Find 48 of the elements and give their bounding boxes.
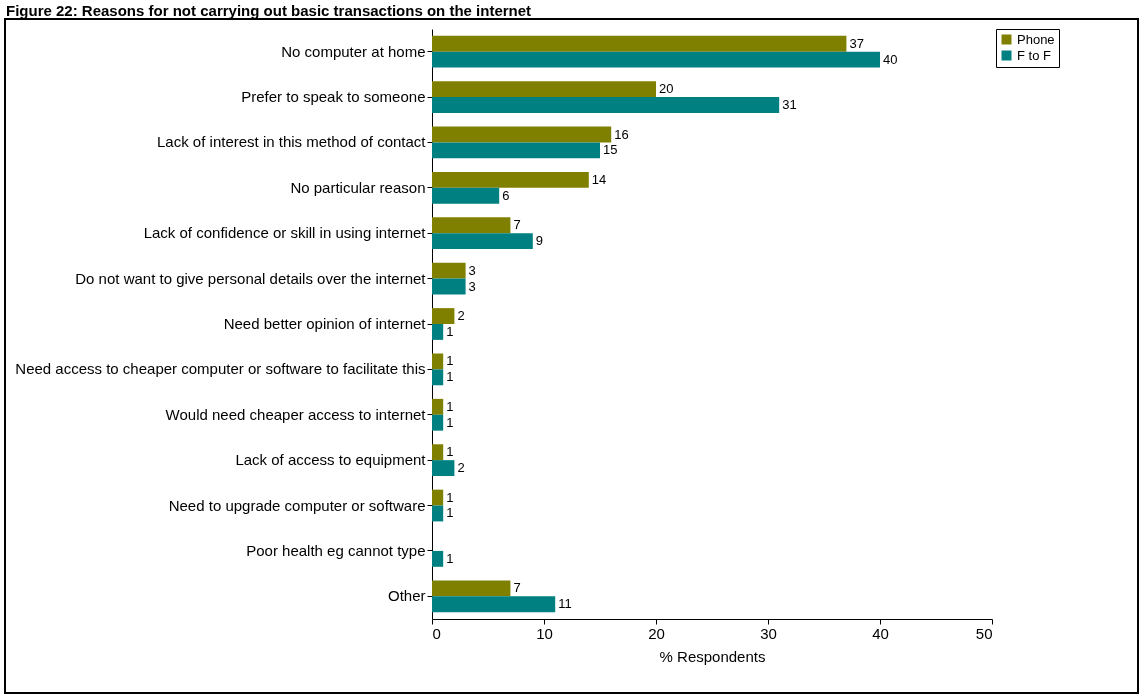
data-label: 2 <box>457 308 465 324</box>
x-tick-label: 0 <box>432 624 441 642</box>
text: Figure 22: Reasons for not carrying out basic transactions on the internet <box>5 1 533 19</box>
data-label: 16 <box>614 126 629 142</box>
x-tick-label: 50 <box>975 624 993 642</box>
data-label: 20 <box>659 81 674 97</box>
y-tick-label: No computer at home <box>281 42 426 60</box>
y-tick-label: Would need cheaper access to internet <box>165 405 427 423</box>
y-tick-label: Need to upgrade computer or software <box>168 496 426 514</box>
data-label: 6 <box>502 187 510 203</box>
data-label: 3 <box>468 262 476 278</box>
y-tick-label: No particular reason <box>290 178 426 196</box>
data-label: 15 <box>603 142 618 158</box>
x-axis-title: % Respondents <box>659 647 766 665</box>
data-label: 1 <box>446 505 454 521</box>
data-label: 1 <box>446 489 454 505</box>
y-tick-label: Lack of access to equipment <box>235 451 427 469</box>
data-label: 14 <box>591 171 607 187</box>
legend-label: Phone <box>1017 31 1055 47</box>
data-label: 7 <box>513 217 521 233</box>
data-label: 1 <box>446 550 454 566</box>
legend-label: F to F <box>1017 47 1052 63</box>
data-label: 31 <box>782 97 797 113</box>
data-label: 40 <box>883 51 898 67</box>
data-label: 9 <box>535 233 544 249</box>
y-tick-label: Lack of interest in this method of contact <box>157 133 427 151</box>
y-tick-label: Need access to cheaper computer or software to facilitate this <box>15 360 426 378</box>
data-label: 37 <box>849 35 864 51</box>
data-label: 1 <box>446 398 454 414</box>
data-label: 11 <box>558 596 572 612</box>
x-tick-label: 20 <box>648 624 665 642</box>
y-tick-label: Other <box>387 587 426 605</box>
x-tick-label: 30 <box>760 624 777 642</box>
data-label: 1 <box>446 369 454 385</box>
data-label: 2 <box>457 460 465 476</box>
data-label: 1 <box>446 323 454 339</box>
data-label: 1 <box>446 444 454 460</box>
x-tick-label: 10 <box>536 624 553 642</box>
data-label: 3 <box>468 278 476 294</box>
y-tick-label: Need better opinion of internet <box>223 315 427 332</box>
data-label: 1 <box>446 414 454 430</box>
y-tick-label: Do not want to give personal details over the internet <box>75 269 427 287</box>
x-tick-label: 40 <box>872 624 889 642</box>
data-label: 7 <box>513 580 521 596</box>
y-tick-label: Lack of confidence or skill in using internet <box>143 224 427 242</box>
y-tick-label: Prefer to speak to someone <box>241 88 426 106</box>
y-tick-label: Poor health eg cannot type <box>246 541 426 559</box>
data-label: 1 <box>446 353 454 369</box>
